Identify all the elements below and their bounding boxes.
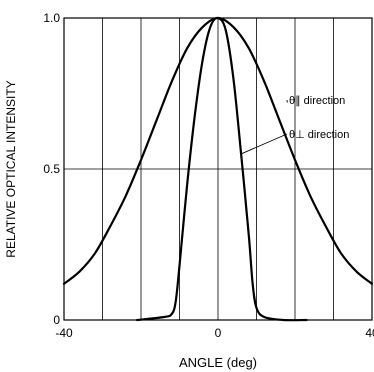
series-theta-perpendicular-line (136, 16, 308, 322)
x-tick-label: 0 (215, 326, 222, 340)
x-tick-label: -40 (55, 326, 73, 340)
annotation-label: θ∥ direction (289, 95, 345, 107)
y-tick-label: 0 (53, 313, 60, 327)
x-axis-label: ANGLE (deg) (179, 355, 257, 370)
x-tick-label: 40 (365, 326, 374, 340)
y-axis-label: RELATIVE OPTICAL INTENSITY (4, 80, 18, 257)
series-group (62, 16, 374, 322)
y-tick-label: 1.0 (43, 11, 60, 25)
ticks-group: -4004000.51.0 (43, 11, 374, 340)
annotations-group: θ∥ direction θ⊥ direction (240, 95, 349, 155)
grid (64, 18, 372, 320)
y-tick-label: 0.5 (43, 162, 60, 176)
annotation-leader (240, 133, 288, 155)
annotation-label: θ⊥ direction (289, 129, 349, 141)
